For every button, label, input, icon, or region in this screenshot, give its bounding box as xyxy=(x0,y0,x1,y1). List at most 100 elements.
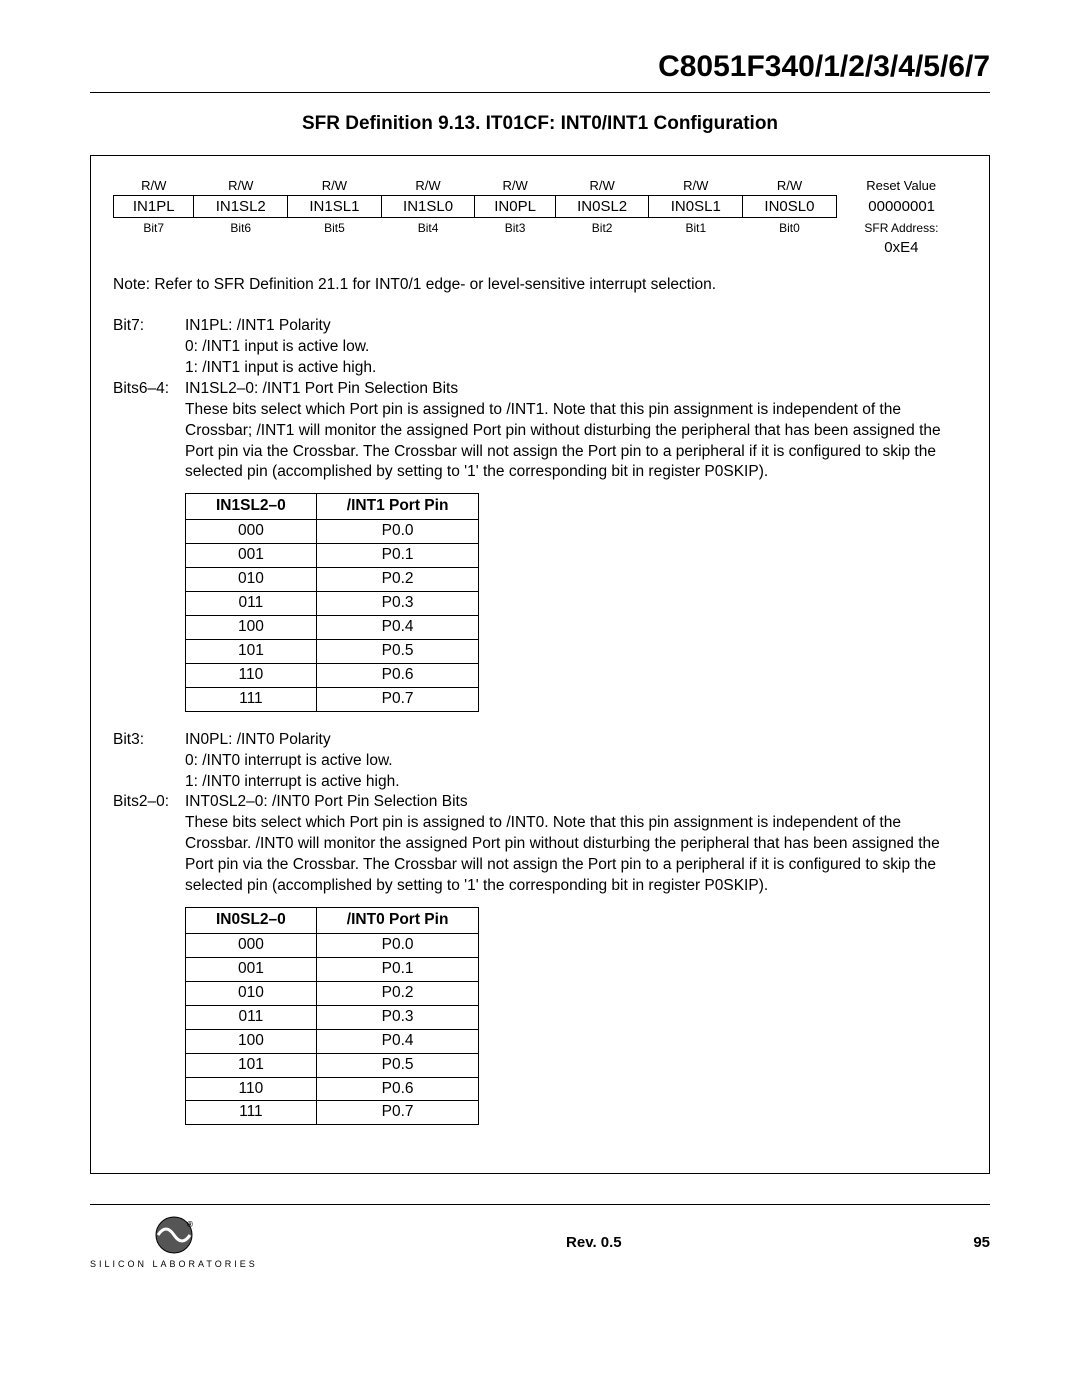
bitname-cell: IN0SL0 xyxy=(743,196,837,218)
table-row: 110P0.6 xyxy=(186,663,479,687)
cell: P0.7 xyxy=(316,1101,479,1125)
bitnum-cell: Bit3 xyxy=(475,218,555,238)
cell: P0.4 xyxy=(316,1029,479,1053)
bit7-line1: 1: /INT1 input is active high. xyxy=(185,358,967,379)
bits6-4-body: IN1SL2–0: /INT1 Port Pin Selection Bits … xyxy=(185,379,967,730)
page-footer: ® SILICON LABORATORIES Rev. 0.5 95 xyxy=(90,1215,990,1269)
cell: P0.2 xyxy=(316,568,479,592)
table-row: 010P0.2 xyxy=(186,981,479,1005)
table-row: 101P0.5 xyxy=(186,639,479,663)
cell: 101 xyxy=(186,1053,317,1077)
rw-cell: R/W xyxy=(194,176,288,196)
bit3-title: IN0PL: /INT0 Polarity xyxy=(185,730,967,751)
table-row: 011P0.3 xyxy=(186,592,479,616)
bit3-label: Bit3: xyxy=(113,730,185,793)
rw-cell: R/W xyxy=(743,176,837,196)
cell: P0.2 xyxy=(316,981,479,1005)
cell: 011 xyxy=(186,592,317,616)
cell: 001 xyxy=(186,544,317,568)
table-header-row: IN0SL2–0 /INT0 Port Pin xyxy=(186,908,479,934)
section-title: SFR Definition 9.13. IT01CF: INT0/INT1 C… xyxy=(90,113,990,135)
bitnum-cell: Bit7 xyxy=(114,218,194,238)
table-header-row: IN1SL2–0 /INT1 Port Pin xyxy=(186,494,479,520)
addr-spacer xyxy=(114,237,837,258)
bit7-body: IN1PL: /INT1 Polarity 0: /INT1 input is … xyxy=(185,316,967,379)
table-row: 011P0.3 xyxy=(186,1005,479,1029)
cell: P0.0 xyxy=(316,933,479,957)
bitname-cell: IN1SL1 xyxy=(288,196,382,218)
cell: 000 xyxy=(186,933,317,957)
rw-row: R/W R/W R/W R/W R/W R/W R/W R/W Reset Va… xyxy=(114,176,967,196)
bits2-0-label: Bits2–0: xyxy=(113,792,185,1143)
table-row: 100P0.4 xyxy=(186,615,479,639)
cell: 111 xyxy=(186,687,317,711)
bitname-cell: IN0SL2 xyxy=(555,196,649,218)
bits6-4-title: IN1SL2–0: /INT1 Port Pin Selection Bits xyxy=(185,379,967,400)
cell: P0.4 xyxy=(316,615,479,639)
rw-cell: R/W xyxy=(649,176,743,196)
bitname-cell: IN0PL xyxy=(475,196,555,218)
rw-cell: R/W xyxy=(555,176,649,196)
cell: 010 xyxy=(186,981,317,1005)
cell: 101 xyxy=(186,639,317,663)
bits6-4-def: Bits6–4: IN1SL2–0: /INT1 Port Pin Select… xyxy=(113,379,967,730)
bitnum-cell: Bit0 xyxy=(743,218,837,238)
chip-title: C8051F340/1/2/3/4/5/6/7 xyxy=(90,50,990,84)
cell: 001 xyxy=(186,957,317,981)
cell: P0.6 xyxy=(316,663,479,687)
int1-pin-table: IN1SL2–0 /INT1 Port Pin 000P0.0 001P0.1 … xyxy=(185,493,479,711)
rw-cell: R/W xyxy=(114,176,194,196)
bits6-4-para: These bits select which Port pin is assi… xyxy=(185,400,967,484)
top-rule xyxy=(90,92,990,93)
sfr-definition-box: R/W R/W R/W R/W R/W R/W R/W R/W Reset Va… xyxy=(90,155,990,1174)
reset-label: Reset Value xyxy=(836,176,966,196)
bits2-0-title: INT0SL2–0: /INT0 Port Pin Selection Bits xyxy=(185,792,967,813)
table-row: 000P0.0 xyxy=(186,933,479,957)
cell: 100 xyxy=(186,1029,317,1053)
cell: P0.6 xyxy=(316,1077,479,1101)
datasheet-page: C8051F340/1/2/3/4/5/6/7 SFR Definition 9… xyxy=(0,0,1080,1299)
cell: P0.7 xyxy=(316,687,479,711)
cell: P0.1 xyxy=(316,544,479,568)
bitname-row: IN1PL IN1SL2 IN1SL1 IN1SL0 IN0PL IN0SL2 … xyxy=(114,196,967,218)
table-row: 101P0.5 xyxy=(186,1053,479,1077)
rw-cell: R/W xyxy=(381,176,475,196)
table-row: 111P0.7 xyxy=(186,1101,479,1125)
bitname-cell: IN0SL1 xyxy=(649,196,743,218)
table-row: 001P0.1 xyxy=(186,957,479,981)
cell: 000 xyxy=(186,520,317,544)
bits2-0-body: INT0SL2–0: /INT0 Port Pin Selection Bits… xyxy=(185,792,967,1143)
bit7-def: Bit7: IN1PL: /INT1 Polarity 0: /INT1 inp… xyxy=(113,316,967,379)
cell: 110 xyxy=(186,663,317,687)
bitnum-cell: Bit6 xyxy=(194,218,288,238)
addr-row: 0xE4 xyxy=(114,237,967,258)
cell: P0.3 xyxy=(316,1005,479,1029)
cell: 011 xyxy=(186,1005,317,1029)
int0-h1: IN0SL2–0 xyxy=(186,908,317,934)
cell: P0.1 xyxy=(316,957,479,981)
reset-value: 00000001 xyxy=(836,196,966,218)
cell: P0.5 xyxy=(316,1053,479,1077)
bits2-0-para: These bits select which Port pin is assi… xyxy=(185,813,967,897)
bitnum-cell: Bit5 xyxy=(288,218,382,238)
cell: 100 xyxy=(186,615,317,639)
company-name: SILICON LABORATORIES xyxy=(90,1259,258,1269)
rw-cell: R/W xyxy=(475,176,555,196)
bit7-label: Bit7: xyxy=(113,316,185,379)
company-logo: ® SILICON LABORATORIES xyxy=(90,1215,258,1269)
footer-rule xyxy=(90,1204,990,1205)
sfr-addr-value: 0xE4 xyxy=(836,237,966,258)
int0-h2: /INT0 Port Pin xyxy=(316,908,479,934)
bitname-cell: IN1SL2 xyxy=(194,196,288,218)
bit3-line1: 1: /INT0 interrupt is active high. xyxy=(185,772,967,793)
bitnum-cell: Bit4 xyxy=(381,218,475,238)
page-number: 95 xyxy=(930,1234,990,1251)
table-row: 100P0.4 xyxy=(186,1029,479,1053)
register-bit-table: R/W R/W R/W R/W R/W R/W R/W R/W Reset Va… xyxy=(113,176,967,258)
cell: P0.0 xyxy=(316,520,479,544)
rw-cell: R/W xyxy=(288,176,382,196)
bit3-def: Bit3: IN0PL: /INT0 Polarity 0: /INT0 int… xyxy=(113,730,967,793)
bitname-cell: IN1PL xyxy=(114,196,194,218)
bit3-line0: 0: /INT0 interrupt is active low. xyxy=(185,751,967,772)
revision-text: Rev. 0.5 xyxy=(258,1234,930,1251)
